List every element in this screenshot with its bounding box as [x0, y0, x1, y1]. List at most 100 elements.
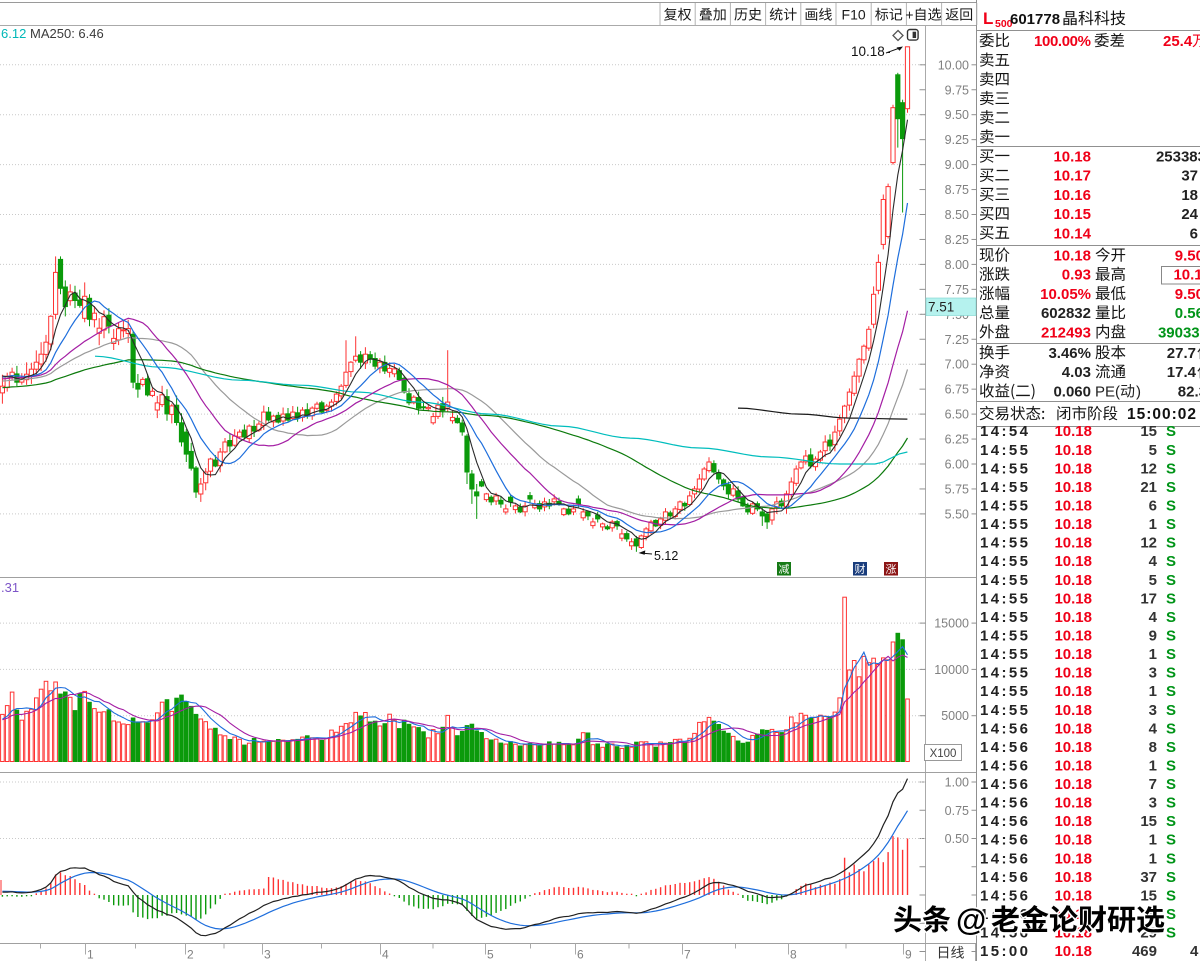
svg-text:0.93: 0.93 — [1062, 267, 1091, 284]
svg-text:24: 24 — [1181, 206, 1198, 223]
svg-text:3: 3 — [1149, 795, 1157, 812]
svg-text:10.18: 10.18 — [1054, 423, 1092, 440]
svg-text:1: 1 — [1149, 832, 1157, 849]
svg-text:5.75: 5.75 — [945, 482, 969, 496]
svg-text:10.18: 10.18 — [1054, 683, 1092, 700]
svg-text:18: 18 — [1181, 187, 1198, 204]
svg-text:14:56: 14:56 — [980, 757, 1028, 774]
svg-text:8.75: 8.75 — [945, 183, 969, 197]
svg-text:601778: 601778 — [1010, 11, 1060, 28]
svg-text:14:54: 14:54 — [980, 423, 1029, 440]
svg-text:S: S — [1166, 795, 1176, 812]
svg-text:10.18: 10.18 — [1054, 497, 1092, 514]
svg-text:37: 37 — [1181, 168, 1198, 185]
svg-text:S: S — [1166, 887, 1176, 904]
svg-text:9.50: 9.50 — [1175, 286, 1200, 303]
svg-text:6: 6 — [1149, 497, 1157, 514]
svg-text:10.18: 10.18 — [1054, 590, 1092, 607]
svg-text:14:56: 14:56 — [980, 832, 1028, 849]
svg-text:S: S — [1166, 813, 1176, 830]
svg-text:25.4: 25.4 — [1163, 33, 1193, 50]
svg-text:12: 12 — [1140, 535, 1157, 552]
svg-text:7.00: 7.00 — [945, 358, 969, 372]
svg-text:10.16: 10.16 — [1053, 187, 1091, 204]
svg-text:4: 4 — [1149, 609, 1158, 626]
svg-text:5000: 5000 — [941, 709, 969, 723]
svg-text:10.18: 10.18 — [1054, 460, 1092, 477]
svg-text:10.05%: 10.05% — [1040, 286, 1091, 303]
svg-text:10.18: 10.18 — [1054, 887, 1092, 904]
svg-text:14:56: 14:56 — [980, 720, 1028, 737]
svg-text:5: 5 — [1149, 572, 1157, 589]
svg-text:6.12: 6.12 — [1, 26, 26, 41]
svg-text:S: S — [1166, 757, 1176, 774]
svg-text:9: 9 — [1149, 627, 1157, 644]
svg-text:S: S — [1166, 702, 1176, 719]
svg-text:7.75: 7.75 — [945, 283, 969, 297]
svg-text:10.18: 10.18 — [1054, 609, 1092, 626]
svg-text:MA250: 6.46: MA250: 6.46 — [30, 26, 104, 41]
svg-text:F10: F10 — [842, 7, 866, 23]
svg-text:10.18: 10.18 — [1054, 720, 1092, 737]
svg-text:10.18: 10.18 — [1054, 479, 1092, 496]
svg-text:8: 8 — [790, 948, 797, 961]
svg-text:0.060: 0.060 — [1053, 383, 1091, 400]
svg-text:10.17: 10.17 — [1053, 168, 1091, 185]
svg-text:253383: 253383 — [1156, 149, 1200, 166]
svg-text:@: @ — [956, 902, 986, 937]
svg-text:15: 15 — [1140, 813, 1157, 830]
svg-text:S: S — [1166, 925, 1176, 942]
svg-text:4: 4 — [1149, 720, 1158, 737]
svg-text:S: S — [1166, 627, 1176, 644]
svg-text:9.25: 9.25 — [945, 133, 969, 147]
svg-text:14:55: 14:55 — [980, 646, 1028, 663]
svg-text:10.18: 10.18 — [1054, 627, 1092, 644]
svg-text:14:55: 14:55 — [980, 590, 1028, 607]
svg-text:14:55: 14:55 — [980, 572, 1028, 589]
svg-text:S: S — [1166, 553, 1176, 570]
svg-text:14:56: 14:56 — [980, 869, 1028, 886]
svg-text:6: 6 — [1190, 225, 1198, 242]
svg-text:10.18: 10.18 — [1053, 149, 1091, 166]
svg-text:7.25: 7.25 — [945, 333, 969, 347]
svg-text:8: 8 — [1149, 739, 1157, 756]
svg-text:2: 2 — [187, 948, 194, 961]
svg-text:1: 1 — [1149, 757, 1157, 774]
svg-text:1: 1 — [1149, 850, 1157, 867]
svg-text:14:56: 14:56 — [980, 887, 1028, 904]
svg-text:L: L — [983, 9, 993, 28]
svg-text:27.7: 27.7 — [1167, 345, 1196, 362]
svg-text:8.25: 8.25 — [945, 233, 969, 247]
svg-text:10.18: 10.18 — [851, 44, 885, 59]
svg-text:82.3: 82.3 — [1178, 383, 1200, 400]
svg-text:0.56: 0.56 — [1175, 305, 1200, 322]
svg-text:0.50: 0.50 — [945, 832, 969, 846]
svg-text:14:55: 14:55 — [980, 497, 1028, 514]
svg-text:4: 4 — [1149, 553, 1158, 570]
svg-text:0.75: 0.75 — [945, 804, 969, 818]
svg-text:9.50: 9.50 — [1175, 248, 1200, 265]
svg-text:10.18: 10.18 — [1054, 757, 1092, 774]
svg-text:10.18: 10.18 — [1054, 850, 1092, 867]
svg-text:5.12: 5.12 — [654, 549, 678, 563]
svg-text:9: 9 — [905, 948, 912, 961]
svg-text:+: + — [905, 7, 913, 23]
svg-text:9.75: 9.75 — [945, 83, 969, 97]
svg-text:): ) — [1136, 383, 1141, 400]
svg-text:10.18: 10.18 — [1054, 776, 1092, 793]
svg-text:14:55: 14:55 — [980, 609, 1028, 626]
svg-text:14:56: 14:56 — [980, 739, 1028, 756]
svg-text:S: S — [1166, 646, 1176, 663]
svg-text:10.18: 10.18 — [1054, 442, 1092, 459]
svg-text:S: S — [1166, 665, 1176, 682]
svg-text:1: 1 — [1149, 516, 1157, 533]
svg-text:S: S — [1166, 776, 1176, 793]
svg-text:1: 1 — [1149, 683, 1157, 700]
svg-text:S: S — [1166, 516, 1176, 533]
svg-text:10.18: 10.18 — [1054, 702, 1092, 719]
svg-text:3.46%: 3.46% — [1048, 345, 1091, 362]
svg-text:S: S — [1166, 832, 1176, 849]
svg-text:1.00: 1.00 — [945, 776, 969, 790]
svg-text:S: S — [1166, 739, 1176, 756]
